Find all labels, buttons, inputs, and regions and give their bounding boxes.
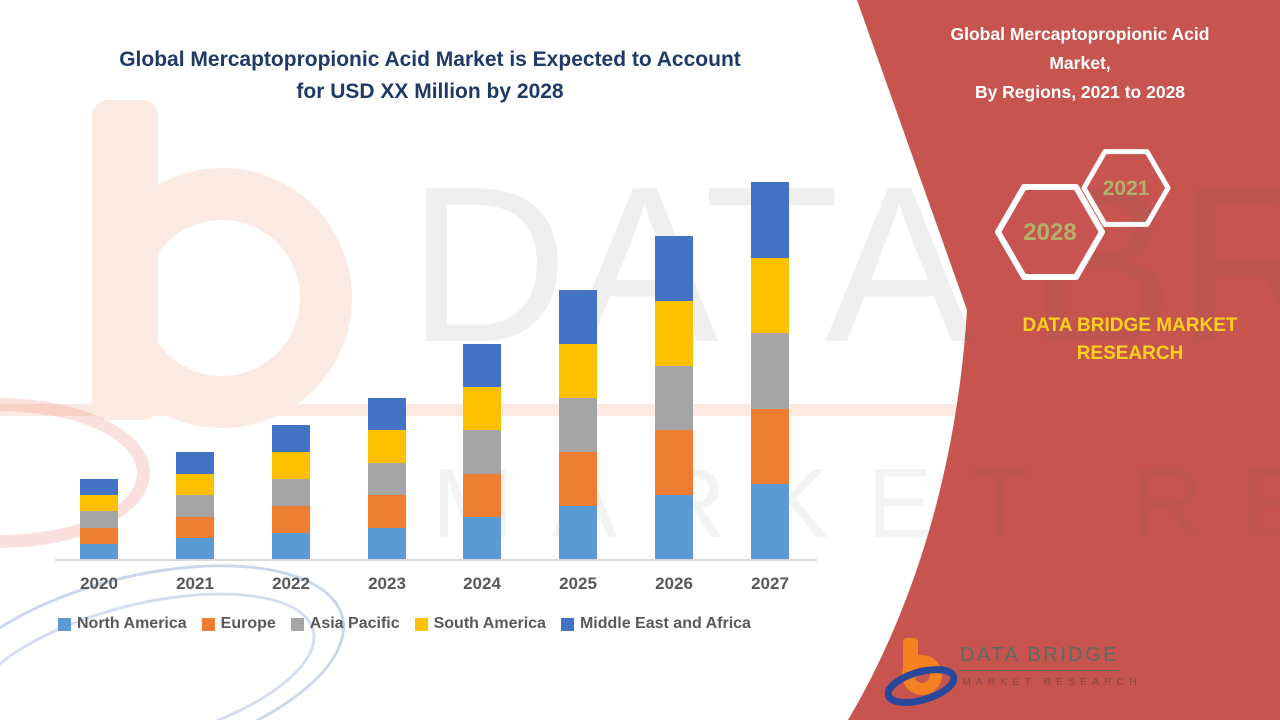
legend-label: Asia Pacific xyxy=(309,615,400,632)
bar-segment-europe-2027 xyxy=(751,408,789,485)
bar-segment-south-america-2027 xyxy=(751,257,789,334)
x-axis-label-2020: 2020 xyxy=(80,574,118,593)
brand-text: DATA BRIDGE MARKET RESEARCH xyxy=(985,312,1275,368)
legend-label: Middle East and Africa xyxy=(579,615,751,632)
bar-segment-asia-pacific-2025 xyxy=(559,398,597,452)
bar-segment-asia-pacific-2026 xyxy=(655,365,693,431)
bar-segment-south-america-2023 xyxy=(368,430,406,463)
bar-segment-south-america-2026 xyxy=(655,300,693,366)
bar-segment-asia-pacific-2022 xyxy=(272,479,310,506)
bar-segment-middle-east-and-africa-2025 xyxy=(559,290,597,344)
side-panel-title: Global Mercaptopropionic Acid Market, By… xyxy=(890,20,1270,107)
legend-label: Europe xyxy=(220,615,276,632)
bar-segment-south-america-2021 xyxy=(176,473,214,496)
legend-item-europe: Europe xyxy=(201,615,276,633)
x-axis-label-2027: 2027 xyxy=(751,574,789,593)
hexagon-2028-label: 2028 xyxy=(1023,219,1076,246)
legend-item-north-america: North America xyxy=(58,615,187,633)
data-bridge-logo-icon xyxy=(885,638,957,706)
legend-swatch-icon xyxy=(201,617,215,631)
bar-segment-north-america-2023 xyxy=(368,527,406,560)
bar-segment-north-america-2020 xyxy=(80,543,118,560)
side-panel-title-line1: Global Mercaptopropionic Acid xyxy=(950,24,1210,44)
bar-segment-north-america-2021 xyxy=(176,538,214,560)
side-panel-title-line2: Market, xyxy=(1049,53,1111,73)
bar-segment-europe-2024 xyxy=(463,473,501,517)
chart-legend: North America Europe Asia Pacific South Ame… xyxy=(58,615,751,633)
bar-segment-middle-east-and-africa-2020 xyxy=(80,479,118,496)
side-panel-title-line3: By Regions, 2021 to 2028 xyxy=(974,82,1186,102)
x-axis-label-2021: 2021 xyxy=(176,574,214,593)
legend-label: South America xyxy=(433,615,546,632)
bar-segment-europe-2022 xyxy=(272,506,310,533)
watermark-text-databridge: DATA BRIDGE xyxy=(408,141,1280,389)
bar-segment-middle-east-and-africa-2023 xyxy=(368,398,406,431)
bar-segment-middle-east-and-africa-2026 xyxy=(655,236,693,301)
bar-segment-middle-east-and-africa-2021 xyxy=(176,452,214,474)
logo-subtitle: MARKET RESEARCH xyxy=(962,676,1142,688)
bar-segment-europe-2021 xyxy=(176,516,214,539)
bar-segment-north-america-2025 xyxy=(559,506,597,560)
bar-segment-middle-east-and-africa-2027 xyxy=(751,182,789,258)
bar-segment-europe-2023 xyxy=(368,495,406,528)
data-bridge-logo: DATA BRIDGE MARKET RESEARCH xyxy=(885,636,1225,708)
hexagon-2028 xyxy=(995,184,1105,280)
chart-title-line1: Global Mercaptopropionic Acid Market is … xyxy=(119,48,741,71)
bar-segment-north-america-2026 xyxy=(655,495,693,560)
chart-title: Global Mercaptopropionic Acid Market is … xyxy=(55,44,805,108)
bar-segment-europe-2026 xyxy=(655,430,693,496)
x-axis-label-2023: 2023 xyxy=(368,574,406,593)
bar-segment-asia-pacific-2020 xyxy=(80,511,118,528)
x-axis-label-2025: 2025 xyxy=(559,574,597,593)
x-axis-label-2022: 2022 xyxy=(272,574,310,593)
bar-segment-north-america-2022 xyxy=(272,533,310,560)
legend-swatch-icon xyxy=(290,617,304,631)
year-hexagons: 2021 2028 xyxy=(995,149,1171,280)
bar-segment-north-america-2024 xyxy=(463,516,501,560)
bar-segment-south-america-2024 xyxy=(463,387,501,431)
legend-swatch-icon xyxy=(414,617,428,631)
legend-swatch-icon xyxy=(560,617,574,631)
bar-segment-south-america-2020 xyxy=(80,495,118,512)
brand-text-line1: DATA BRIDGE MARKET xyxy=(1022,315,1238,336)
bar-segment-europe-2020 xyxy=(80,527,118,544)
legend-item-asia-pacific: Asia Pacific xyxy=(290,615,400,633)
legend-swatch-icon xyxy=(58,617,71,631)
brand-text-line2: RESEARCH xyxy=(1076,343,1184,364)
bar-segment-south-america-2025 xyxy=(559,344,597,398)
bar-segment-europe-2025 xyxy=(559,452,597,506)
bar-segment-asia-pacific-2024 xyxy=(463,430,501,474)
bar-segment-asia-pacific-2027 xyxy=(751,333,789,409)
hexagon-2021-label: 2021 xyxy=(1103,177,1150,200)
bar-segment-middle-east-and-africa-2024 xyxy=(463,344,501,388)
x-axis-line xyxy=(55,559,817,561)
legend-label: North America xyxy=(77,615,187,632)
chart-title-line2: for USD XX Million by 2028 xyxy=(296,80,564,103)
legend-item-south-america: South America xyxy=(414,615,546,633)
bar-segment-north-america-2027 xyxy=(751,484,789,560)
bar-segment-middle-east-and-africa-2022 xyxy=(272,425,310,452)
logo-title: DATA BRIDGE xyxy=(960,644,1120,671)
bar-segment-asia-pacific-2021 xyxy=(176,495,214,517)
x-axis-label-2024: 2024 xyxy=(463,574,501,593)
hexagon-2021 xyxy=(1081,149,1171,227)
bar-segment-south-america-2022 xyxy=(272,452,310,479)
x-axis-label-2026: 2026 xyxy=(655,574,693,593)
bar-segment-asia-pacific-2023 xyxy=(368,462,406,496)
legend-item-middle-east-and-africa: Middle East and Africa xyxy=(560,615,751,633)
